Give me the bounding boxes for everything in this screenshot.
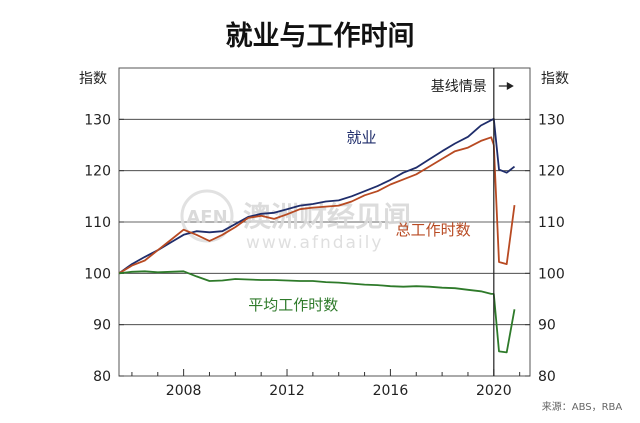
series-line-2 (118, 136, 516, 275)
y-axis-label-right: 指数 (541, 71, 569, 87)
annotation-3: 平均工作时数 (248, 296, 338, 314)
baseline-arrow-head (506, 82, 514, 90)
y-tick-label-right-110: 110 (538, 215, 565, 231)
annotation-2: 总工作时数 (396, 221, 471, 239)
annotation-1: 就业 (346, 128, 376, 146)
y-tick-label-right-130: 130 (538, 112, 565, 128)
y-tick-label-left-100: 100 (84, 266, 111, 282)
watermark-logo-circle (180, 189, 234, 243)
chart-title: 就业与工作时间 (226, 21, 415, 52)
watermark-text: 澳洲财经见闻 (243, 200, 411, 233)
x-tick-label-2016: 2016 (373, 383, 409, 399)
y-axis-label-left: 指数 (79, 71, 107, 87)
axis-ticks: 80 80 90 90 100 100 110 110 120 120 130 130 2008 2012… (84, 112, 564, 399)
y-tick-label-left-90: 90 (93, 318, 111, 334)
series-lines (118, 117, 516, 354)
baseline-marker: 基线情景 (431, 68, 514, 376)
y-tick-label-left-80: 80 (93, 369, 111, 385)
x-tick-label-2008: 2008 (166, 383, 202, 399)
y-tick-label-right-90: 90 (538, 318, 556, 334)
series-line-1 (118, 117, 516, 275)
watermark-url: www.afndaily (246, 233, 383, 253)
baseline-label: 基线情景 (431, 78, 487, 95)
y-tick-label-left-130: 130 (84, 112, 111, 128)
x-tick-label-2012: 2012 (269, 383, 305, 399)
source-note: 来源：ABS，RBA (542, 400, 623, 413)
y-tick-label-right-100: 100 (538, 266, 565, 282)
y-tick-label-left-120: 120 (84, 164, 111, 180)
series-line-3 (118, 270, 516, 354)
y-tick-label-left-110: 110 (84, 215, 111, 231)
watermark: AFN 澳洲财经见闻 www.afndaily (180, 189, 411, 253)
watermark-logo: AFN (186, 207, 227, 228)
y-tick-label-right-120: 120 (538, 164, 565, 180)
x-tick-label-2020: 2020 (476, 383, 512, 399)
y-tick-label-right-80: 80 (538, 369, 556, 385)
